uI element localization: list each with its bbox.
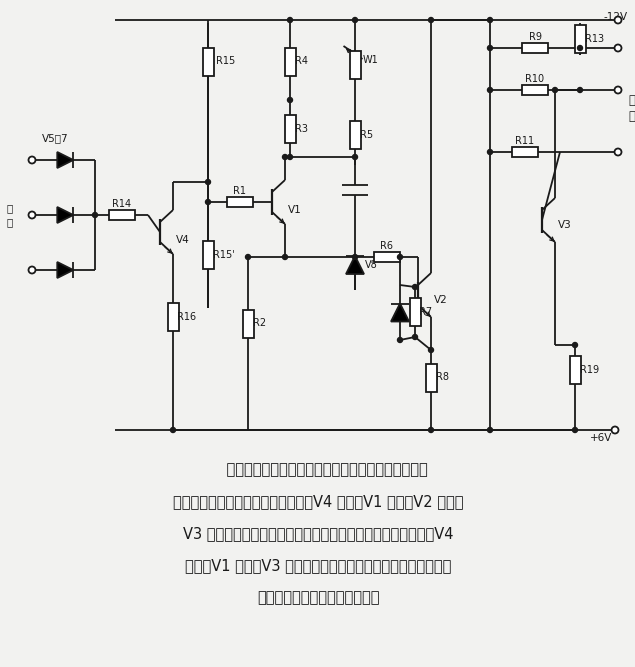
Text: V3 导通，没有输出电压，电容充电。当输入端负电压消失时，V4: V3 导通，没有输出电压，电容充电。当输入端负电压消失时，V4 (183, 526, 453, 541)
Circle shape (288, 17, 293, 23)
Bar (243, 309, 253, 338)
Circle shape (352, 155, 358, 159)
Circle shape (413, 334, 417, 340)
Polygon shape (57, 262, 73, 278)
Text: R14: R14 (112, 199, 131, 209)
Bar (0, 448, 635, 667)
Circle shape (206, 199, 210, 205)
Text: R5: R5 (360, 130, 373, 140)
Text: V8: V8 (365, 260, 378, 270)
Text: V9: V9 (410, 307, 423, 317)
Circle shape (283, 255, 288, 259)
Circle shape (488, 428, 493, 432)
Text: 当输入端任何一端有负电压输入时，V4 导通，V1 截止，V2 截止，: 当输入端任何一端有负电压输入时，V4 导通，V1 截止，V2 截止， (173, 494, 464, 509)
Circle shape (573, 342, 577, 348)
Circle shape (615, 45, 622, 51)
Text: R1: R1 (234, 186, 246, 196)
Bar (512, 147, 538, 157)
Circle shape (29, 157, 36, 163)
Bar (425, 364, 436, 392)
Circle shape (429, 17, 434, 23)
Bar (570, 356, 580, 384)
Text: R13: R13 (585, 34, 604, 44)
Circle shape (573, 428, 577, 432)
Text: W1: W1 (363, 55, 378, 65)
Circle shape (413, 285, 417, 289)
Circle shape (612, 426, 618, 434)
Bar (522, 85, 548, 95)
Circle shape (577, 87, 582, 93)
Polygon shape (346, 256, 364, 274)
Circle shape (398, 338, 403, 342)
Text: 出: 出 (628, 109, 635, 123)
Text: 入: 入 (7, 217, 13, 227)
Text: R9: R9 (528, 32, 542, 42)
Bar (349, 121, 361, 149)
Text: R8: R8 (436, 372, 449, 382)
Bar (349, 51, 361, 79)
Circle shape (615, 149, 622, 155)
Text: R4: R4 (295, 57, 308, 67)
Circle shape (93, 213, 98, 217)
Circle shape (488, 87, 493, 93)
Circle shape (552, 87, 558, 93)
Circle shape (488, 45, 493, 51)
Circle shape (246, 255, 250, 259)
Text: V1: V1 (288, 205, 302, 215)
Bar (410, 298, 420, 326)
Polygon shape (391, 303, 409, 321)
Polygon shape (57, 207, 73, 223)
Circle shape (429, 348, 434, 352)
Circle shape (283, 155, 288, 159)
Text: R10: R10 (525, 74, 545, 84)
Text: 所示为一个逻辑元件，它也是一个晶体管延时电路。: 所示为一个逻辑元件，它也是一个晶体管延时电路。 (208, 462, 428, 477)
Circle shape (398, 255, 403, 259)
Text: V3: V3 (558, 220, 572, 230)
Bar (227, 197, 253, 207)
Text: V4: V4 (176, 235, 190, 245)
Bar (575, 25, 585, 53)
Text: 输: 输 (628, 93, 635, 107)
Circle shape (288, 97, 293, 103)
Bar (373, 252, 399, 262)
Text: R6: R6 (380, 241, 393, 251)
Circle shape (488, 149, 493, 155)
Text: R3: R3 (295, 123, 308, 133)
Text: R15': R15' (213, 250, 235, 260)
Bar (168, 303, 178, 331)
Bar (109, 210, 135, 220)
Circle shape (352, 255, 358, 259)
Circle shape (577, 45, 582, 51)
Text: R2: R2 (253, 319, 266, 329)
Circle shape (615, 87, 622, 93)
Bar (284, 47, 295, 75)
Bar (203, 241, 213, 269)
Text: 截止，V1 导通，V3 截止，输出端有负电压输出。阻容时间常数: 截止，V1 导通，V3 截止，输出端有负电压输出。阻容时间常数 (185, 558, 451, 573)
Circle shape (171, 428, 175, 432)
Bar (284, 115, 295, 143)
Circle shape (206, 179, 210, 185)
Bar (203, 47, 213, 75)
Circle shape (615, 17, 622, 23)
Circle shape (29, 211, 36, 219)
Text: R19: R19 (580, 365, 599, 375)
Circle shape (29, 267, 36, 273)
Text: 均有一定延时，并且可以调节。: 均有一定延时，并且可以调节。 (257, 590, 379, 605)
Text: R15: R15 (216, 57, 235, 67)
Circle shape (288, 155, 293, 159)
Text: R7: R7 (419, 307, 432, 317)
Text: -12V: -12V (603, 12, 627, 22)
Text: R16: R16 (177, 312, 196, 322)
Text: R11: R11 (516, 136, 535, 146)
Text: V5～7: V5～7 (42, 133, 69, 143)
Bar (522, 43, 548, 53)
Text: 输: 输 (7, 203, 13, 213)
Circle shape (429, 428, 434, 432)
Circle shape (488, 17, 493, 23)
Text: V2: V2 (434, 295, 448, 305)
Circle shape (352, 17, 358, 23)
Text: +6V: +6V (590, 433, 612, 443)
Polygon shape (57, 152, 73, 168)
